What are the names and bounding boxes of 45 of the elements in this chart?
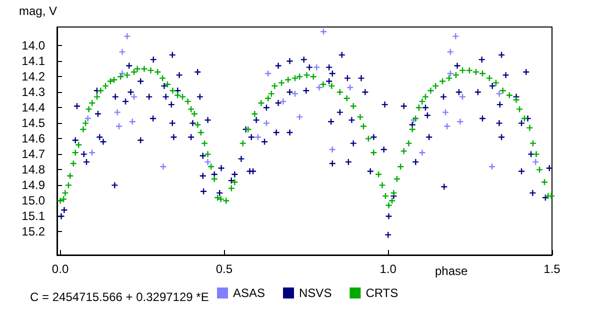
point xyxy=(460,94,466,100)
point xyxy=(114,109,120,116)
y-tick-label: 14.6 xyxy=(22,132,46,146)
x-tick-label: 1.5 xyxy=(544,262,561,276)
point xyxy=(292,90,298,97)
point xyxy=(452,33,459,40)
x-tick-label: 1.0 xyxy=(380,262,397,276)
point xyxy=(496,90,502,97)
legend-label: NSVS xyxy=(299,286,332,300)
point xyxy=(116,123,122,130)
y-tick-label: 14.1 xyxy=(22,54,46,68)
x-tick-label: 0.5 xyxy=(216,262,233,276)
point xyxy=(316,84,322,90)
point xyxy=(263,120,270,126)
y-tick-label: 15.2 xyxy=(22,224,46,239)
legend-label: CRTS xyxy=(366,286,398,300)
point xyxy=(314,64,320,70)
point xyxy=(457,118,464,125)
text: C = 2454715.566 + 0.3297129 *E xyxy=(30,290,209,304)
point xyxy=(160,164,166,170)
y-tick-label: 14.7 xyxy=(22,147,46,162)
point xyxy=(124,33,130,40)
point xyxy=(419,150,426,156)
y-tick-label: 14.5 xyxy=(22,116,46,130)
y-tick-label: 14.2 xyxy=(22,70,46,84)
point xyxy=(447,48,454,55)
point xyxy=(204,158,211,165)
y-tick-label: 14.3 xyxy=(22,85,46,100)
y-tick-label: 14.4 xyxy=(22,100,46,115)
x-axis-title: phase xyxy=(435,264,468,278)
point xyxy=(84,116,91,122)
point xyxy=(280,98,286,104)
legend-label: ASAS xyxy=(233,286,266,300)
point xyxy=(131,94,138,100)
y-tick-label: 15.0 xyxy=(22,194,46,208)
y-tick-label: 14.0 xyxy=(22,38,46,53)
point xyxy=(119,48,126,55)
point xyxy=(442,109,448,116)
y-tick-label: 14.9 xyxy=(22,178,46,192)
y-tick-label: 14.8 xyxy=(22,162,46,177)
point xyxy=(320,28,327,35)
y-axis-title: mag, V xyxy=(18,4,57,18)
x-tick-label: 0.0 xyxy=(52,262,69,276)
point xyxy=(444,123,450,130)
y-tick-label: 15.1 xyxy=(22,209,46,224)
